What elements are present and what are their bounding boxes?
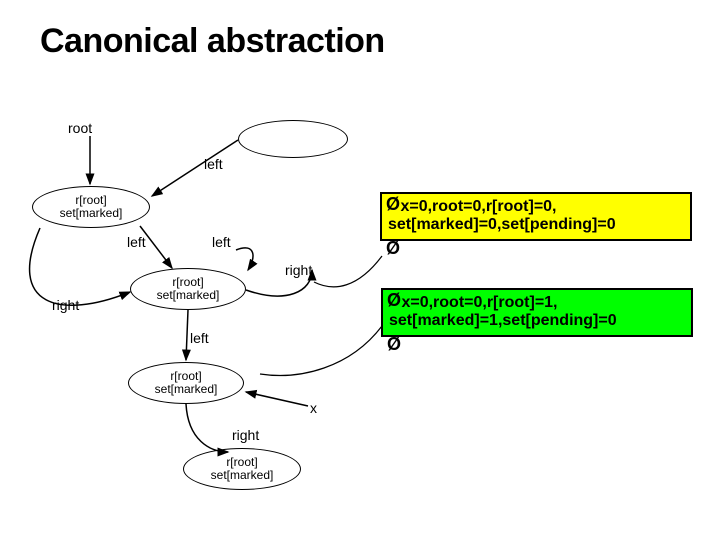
x-label: x bbox=[310, 400, 317, 416]
callout-1-line-0: x=0,root=0,r[root]=0, bbox=[400, 198, 556, 215]
edge-label-6: right bbox=[232, 427, 259, 443]
callout-2-sym-after: Ø bbox=[387, 334, 401, 355]
callout-1-sym-after: Ø bbox=[386, 238, 400, 259]
callout-1: Øx=0,root=0,r[root]=0, set[marked]=0,set… bbox=[380, 192, 692, 241]
callout-2-sym-before: Ø bbox=[387, 290, 401, 311]
node-rroot-2: r[root]set[marked] bbox=[130, 268, 246, 310]
callout-1-sym-before: Ø bbox=[386, 194, 400, 215]
node-rroot-1-label: r[root]set[marked] bbox=[60, 194, 123, 220]
callout-1-line-1: set[marked]=0,set[pending]=0 bbox=[388, 216, 616, 233]
edge-label-1: left bbox=[127, 234, 146, 250]
node-top-empty bbox=[238, 120, 348, 158]
callout-2-line-1: set[marked]=1,set[pending]=0 bbox=[389, 312, 617, 329]
node-rroot-2-label: r[root]set[marked] bbox=[157, 276, 220, 302]
node-rroot-3: r[root]set[marked] bbox=[128, 362, 244, 404]
callout-2-line-0: x=0,root=0,r[root]=1, bbox=[401, 294, 557, 311]
callout-2: Øx=0,root=0,r[root]=1, set[marked]=1,set… bbox=[381, 288, 693, 337]
edge-label-0: left bbox=[204, 156, 223, 172]
edge-label-3: right bbox=[285, 262, 312, 278]
root-label: root bbox=[68, 120, 92, 136]
edge-label-4: right bbox=[52, 297, 79, 313]
edge-label-5: left bbox=[190, 330, 209, 346]
edges-svg bbox=[0, 0, 720, 540]
node-rroot-4: r[root]set[marked] bbox=[183, 448, 301, 490]
page-title: Canonical abstraction bbox=[40, 22, 385, 61]
node-rroot-4-label: r[root]set[marked] bbox=[211, 456, 274, 482]
node-rroot-3-label: r[root]set[marked] bbox=[155, 370, 218, 396]
edge-label-2: left bbox=[212, 234, 231, 250]
node-rroot-1: r[root]set[marked] bbox=[32, 186, 150, 228]
